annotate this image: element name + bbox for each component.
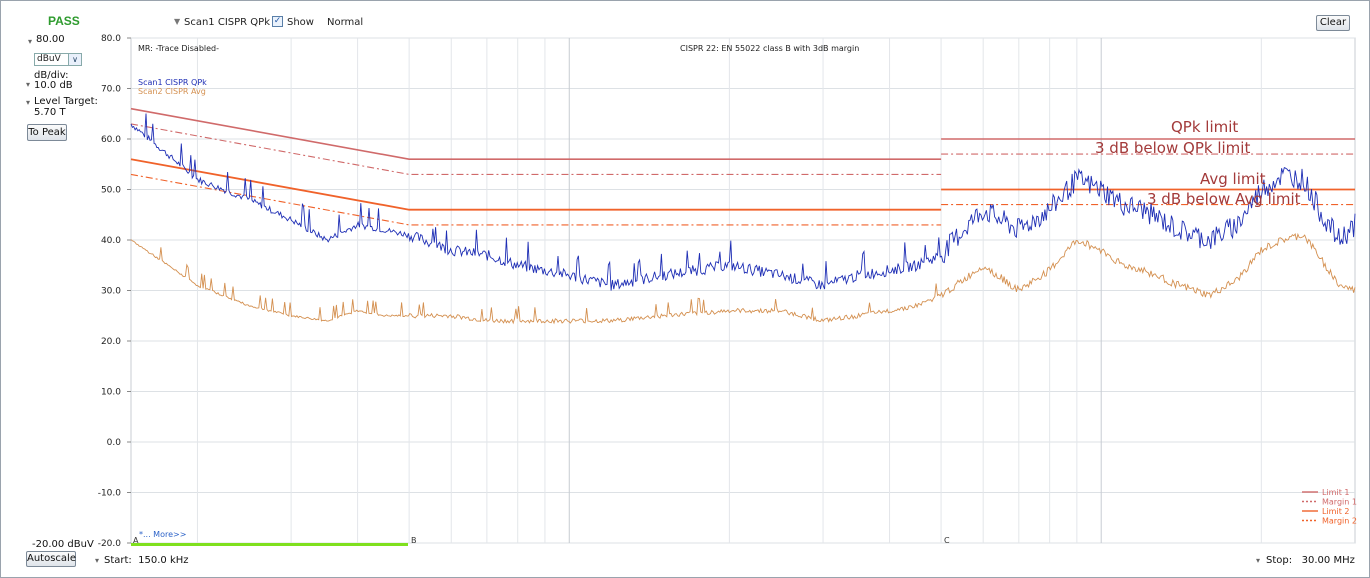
y-tick-label: 30.0 xyxy=(101,287,121,297)
stop-spin-icon[interactable]: ▾ xyxy=(1256,556,1261,565)
grid xyxy=(127,37,1356,544)
y-tick-label: 40.0 xyxy=(101,236,121,246)
legend-label: Margin 2 xyxy=(1322,517,1357,526)
ref-level-spin-icon[interactable]: ▾ xyxy=(28,37,33,46)
y-tick-label: -20.0 xyxy=(98,539,122,549)
limit-line-margin-1 xyxy=(130,123,942,175)
db-div-label: dB/div: xyxy=(34,70,69,81)
unit-select[interactable]: dBuV ∨ xyxy=(34,53,82,66)
legend-avg: Scan2 CISPR Avg xyxy=(138,87,206,96)
chart-title: CISPR 22: EN 55022 class B with 3dB marg… xyxy=(680,44,859,53)
db-div-value[interactable]: 10.0 dB xyxy=(34,80,73,91)
traces xyxy=(130,113,1356,325)
limit-line-limit-2 xyxy=(130,158,942,211)
to-peak-button[interactable]: To Peak xyxy=(27,124,67,141)
start-frequency[interactable]: Start: 150.0 kHz xyxy=(104,555,189,566)
level-target-spin-icon[interactable]: ▾ xyxy=(26,98,31,107)
y-tick-label: 80.0 xyxy=(101,34,121,44)
y-tick-label: 0.0 xyxy=(107,438,122,448)
show-label: Show xyxy=(287,17,314,28)
chevron-down-icon[interactable]: ∨ xyxy=(68,54,81,65)
limit-line-limit-1 xyxy=(130,107,942,160)
bottom-level-value: -20.00 dBuV xyxy=(32,539,94,550)
db-div-spin-icon[interactable]: ▾ xyxy=(26,80,31,89)
y-tick-label: 60.0 xyxy=(101,135,121,145)
start-spin-icon[interactable]: ▾ xyxy=(95,556,100,565)
annotation-avg-limit: Avg limit xyxy=(1200,170,1266,188)
y-tick-label: 10.0 xyxy=(101,388,121,398)
level-target-value[interactable]: 5.70 T xyxy=(34,107,66,118)
y-tick-labels: 80.0 70.0 60.0 50.0 40.0 30.0 20.0 10.0 0.0 -10.0… xyxy=(98,34,122,549)
marker-readout: MR: -Trace Disabled- xyxy=(138,44,219,53)
marker-a: A xyxy=(133,536,139,545)
pass-status: PASS xyxy=(48,14,80,28)
marker-span-highlight xyxy=(131,543,408,546)
y-tick-label: 70.0 xyxy=(101,85,121,95)
unit-select-value: dBuV xyxy=(37,54,61,64)
legend-label: Limit 2 xyxy=(1322,507,1349,516)
annotation-qpk-limit: QPk limit xyxy=(1171,118,1238,136)
marker-b: B xyxy=(411,536,417,545)
legend-label: Margin 1 xyxy=(1322,498,1357,507)
legend-qpk: Scan1 CISPR QPk xyxy=(138,78,207,87)
trace-avg xyxy=(130,232,1356,325)
annotation-avg-margin: 3 dB below Avg limit xyxy=(1147,190,1301,208)
y-tick-label: -10.0 xyxy=(98,489,122,499)
clear-button[interactable]: Clear xyxy=(1316,15,1350,31)
trace-selector[interactable]: Scan1 CISPR QPk xyxy=(184,17,270,28)
trace-qpk xyxy=(130,113,1356,291)
y-tick-label: 20.0 xyxy=(101,337,121,347)
annotation-qpk-margin: 3 dB below QPk limit xyxy=(1095,139,1250,157)
show-checkbox[interactable]: ✓ xyxy=(272,16,283,27)
autoscale-button[interactable]: Autoscale xyxy=(26,551,76,567)
y-tick-label: 50.0 xyxy=(101,186,121,196)
more-link[interactable]: *... More>> xyxy=(139,530,186,539)
trace-dropdown-icon[interactable]: ▼ xyxy=(174,17,181,26)
stop-frequency[interactable]: Stop: 30.00 MHz xyxy=(1266,555,1355,566)
mode-label: Normal xyxy=(327,17,364,28)
level-target-label: Level Target: xyxy=(34,96,98,107)
legend-label: Limit 1 xyxy=(1322,488,1349,497)
ref-level-value[interactable]: 80.00 xyxy=(36,34,65,45)
marker-c: C xyxy=(944,536,950,545)
